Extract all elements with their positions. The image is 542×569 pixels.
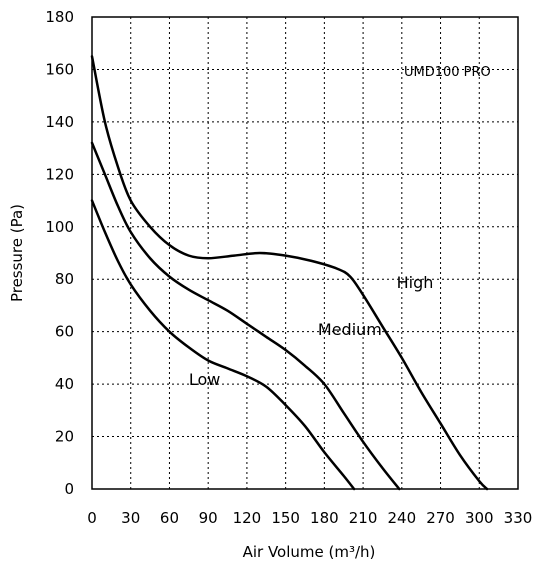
curves (90, 55, 489, 491)
model-label: UMD100 PRO (404, 65, 491, 80)
y-tick-label: 100 (45, 218, 74, 236)
x-tick-label: 240 (387, 509, 416, 527)
y-tick-label: 0 (64, 480, 74, 498)
x-axis-label: Air Volume (m³/h) (243, 543, 376, 561)
x-tick-label: 60 (160, 509, 179, 527)
y-tick-label: 120 (45, 165, 74, 183)
x-tick-label: 120 (233, 509, 262, 527)
curve-label-medium: Medium (318, 320, 382, 339)
curve-label-high: High (397, 273, 434, 292)
y-tick-label: 140 (45, 113, 74, 131)
x-tick-label: 150 (271, 509, 300, 527)
curve-label-low: Low (189, 370, 221, 389)
x-tick-label: 30 (121, 509, 140, 527)
curve-labels: High Medium Low (189, 273, 434, 389)
x-tick-label: 180 (310, 509, 339, 527)
x-tick-label: 0 (87, 509, 97, 527)
y-tick-label: 160 (45, 60, 74, 78)
x-tick-label: 270 (426, 509, 455, 527)
y-axis-label: Pressure (Pa) (8, 204, 26, 302)
y-tick-labels: 0 20 40 60 80 100 120 140 160 180 (45, 8, 74, 498)
x-tick-label: 210 (349, 509, 378, 527)
y-tick-label: 180 (45, 8, 74, 26)
curve-high (90, 55, 489, 491)
x-tick-label: 300 (465, 509, 494, 527)
y-tick-label: 20 (55, 428, 74, 446)
x-tick-label: 330 (504, 509, 533, 527)
grid-lines (92, 17, 518, 489)
y-tick-label: 80 (55, 270, 74, 288)
curve-medium (90, 141, 401, 491)
y-tick-label: 40 (55, 375, 74, 393)
x-tick-label: 90 (199, 509, 218, 527)
y-tick-label: 60 (55, 323, 74, 341)
plot-frame (91, 16, 519, 490)
curve-low (90, 199, 356, 491)
x-tick-labels: 0 30 60 90 120 150 180 210 240 270 300 330 (87, 509, 532, 527)
